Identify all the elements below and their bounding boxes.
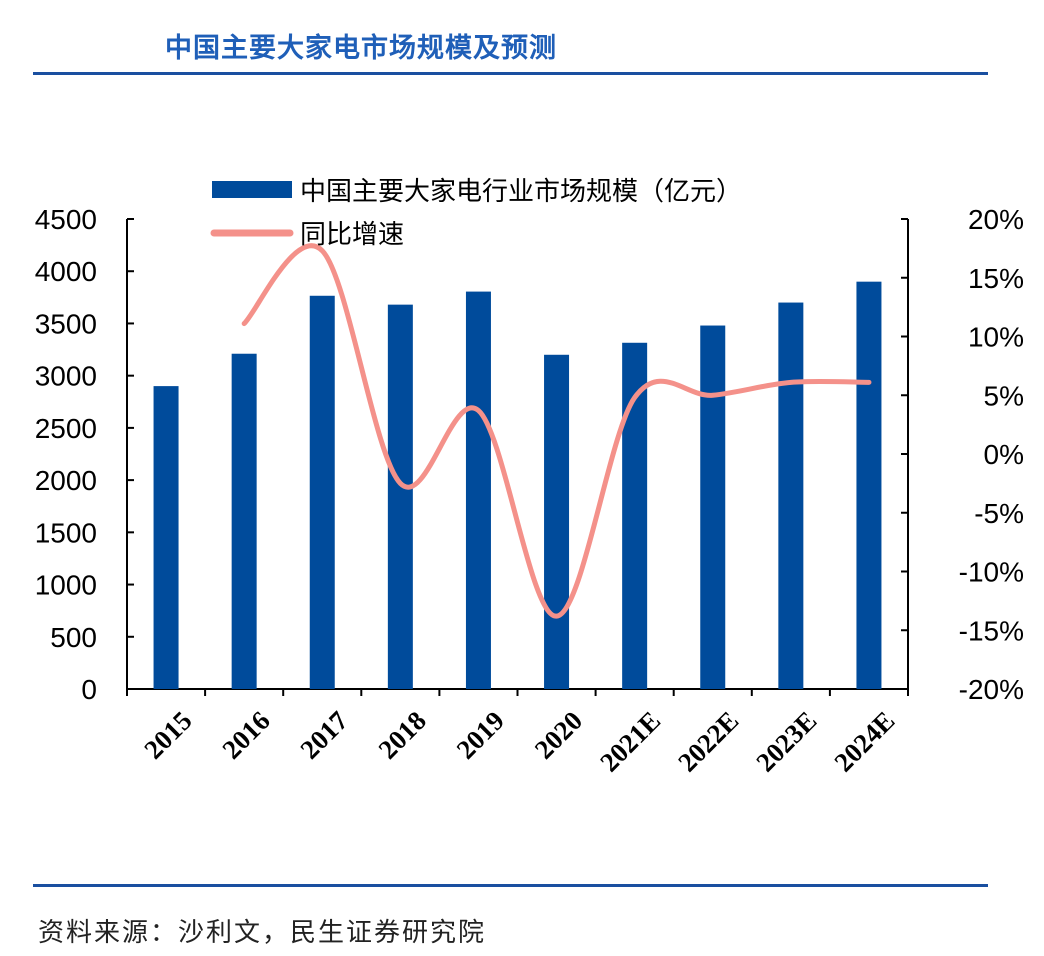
right-tick-label: 5% xyxy=(984,380,1024,411)
bar-2019 xyxy=(465,291,491,689)
page-title: 中国主要大家电市场规模及预测 xyxy=(165,33,557,64)
bar-2020 xyxy=(544,354,570,689)
bar-2017 xyxy=(309,295,335,689)
growth-line xyxy=(241,243,872,619)
left-tick-label: 1500 xyxy=(35,517,97,548)
left-tick-label: 3000 xyxy=(35,361,97,392)
legend-bar-swatch xyxy=(212,181,292,198)
right-tick-label: -20% xyxy=(959,674,1024,705)
x-tick-label: 2020 xyxy=(529,705,588,764)
x-tick-label: 2017 xyxy=(294,705,353,764)
bar-2018 xyxy=(387,304,413,689)
x-tick-label: 2019 xyxy=(451,705,510,764)
right-tick-label: 0% xyxy=(984,439,1024,470)
right-tick-label: 20% xyxy=(968,204,1024,235)
bar-2015 xyxy=(153,386,179,689)
right-tick-label: -10% xyxy=(959,557,1024,588)
source-note: 资料来源：沙利文，民生证券研究院 xyxy=(38,918,487,948)
top-divider xyxy=(33,72,988,75)
left-tick-label: 2500 xyxy=(35,413,97,444)
x-tick-label: 2021E xyxy=(594,705,666,777)
legend-line-label: 同比增速 xyxy=(300,220,404,250)
x-tick-label: 2023E xyxy=(750,705,822,777)
x-tick-label: 2016 xyxy=(216,705,275,764)
x-tick-label: 2024E xyxy=(828,705,900,777)
x-tick-label: 2022E xyxy=(672,705,744,777)
right-tick-label: 10% xyxy=(968,322,1024,353)
left-tick-label: 2000 xyxy=(35,465,97,496)
left-tick-label: 3500 xyxy=(35,308,97,339)
left-tick-label: 1000 xyxy=(35,570,97,601)
x-tick-label: 2015 xyxy=(138,705,197,764)
left-tick-label: 4000 xyxy=(35,256,97,287)
bottom-divider xyxy=(33,884,988,887)
bar-2022E xyxy=(700,325,726,689)
legend-bar-label: 中国主要大家电行业市场规模（亿元） xyxy=(300,177,742,207)
left-tick-label: 0 xyxy=(81,674,97,705)
bar-2024E xyxy=(856,281,882,689)
bar-2016 xyxy=(231,353,257,689)
right-tick-label: -15% xyxy=(959,615,1024,646)
right-tick-label: -5% xyxy=(974,498,1024,529)
right-tick-label: 15% xyxy=(968,263,1024,294)
left-tick-label: 500 xyxy=(50,622,97,653)
left-tick-label: 4500 xyxy=(35,204,97,235)
bar-2023E xyxy=(778,302,804,689)
x-tick-label: 2018 xyxy=(373,705,432,764)
